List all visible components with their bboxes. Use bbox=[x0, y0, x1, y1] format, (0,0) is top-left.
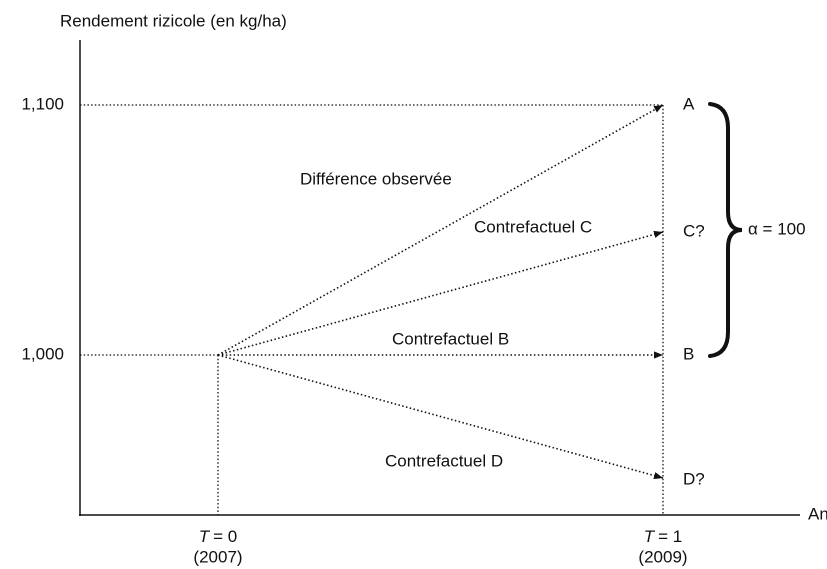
arrow-label: Contrefactuel C bbox=[474, 217, 592, 236]
x-tick-variable: T bbox=[644, 527, 656, 546]
y-tick-label: 1,000 bbox=[21, 344, 64, 363]
y-axis-label: Rendement rizicole (en kg/ha) bbox=[60, 11, 287, 30]
x-tick-equals: = 0 bbox=[213, 527, 237, 546]
brace bbox=[708, 102, 743, 358]
x-tick-year: (2009) bbox=[638, 547, 687, 566]
x-tick-label: T = 1 bbox=[644, 527, 683, 546]
arrow bbox=[217, 104, 664, 356]
point-label: B bbox=[683, 344, 694, 363]
arrow bbox=[217, 230, 664, 356]
arrow-label: Différence observée bbox=[300, 169, 452, 188]
brace-label: α = 100 bbox=[748, 219, 806, 238]
arrow bbox=[217, 354, 664, 480]
x-axis-label: Année bbox=[808, 504, 827, 523]
x-tick-label: T = 0 bbox=[199, 527, 238, 546]
x-tick-variable: T bbox=[199, 527, 211, 546]
arrow-label: Contrefactuel D bbox=[385, 451, 503, 470]
point-label: C? bbox=[683, 221, 705, 240]
y-tick-label: 1,100 bbox=[21, 94, 64, 113]
arrow-label: Contrefactuel B bbox=[392, 329, 509, 348]
x-tick-equals: = 1 bbox=[658, 527, 682, 546]
point-label: A bbox=[683, 94, 695, 113]
x-tick-year: (2007) bbox=[193, 547, 242, 566]
point-label: D? bbox=[683, 469, 705, 488]
